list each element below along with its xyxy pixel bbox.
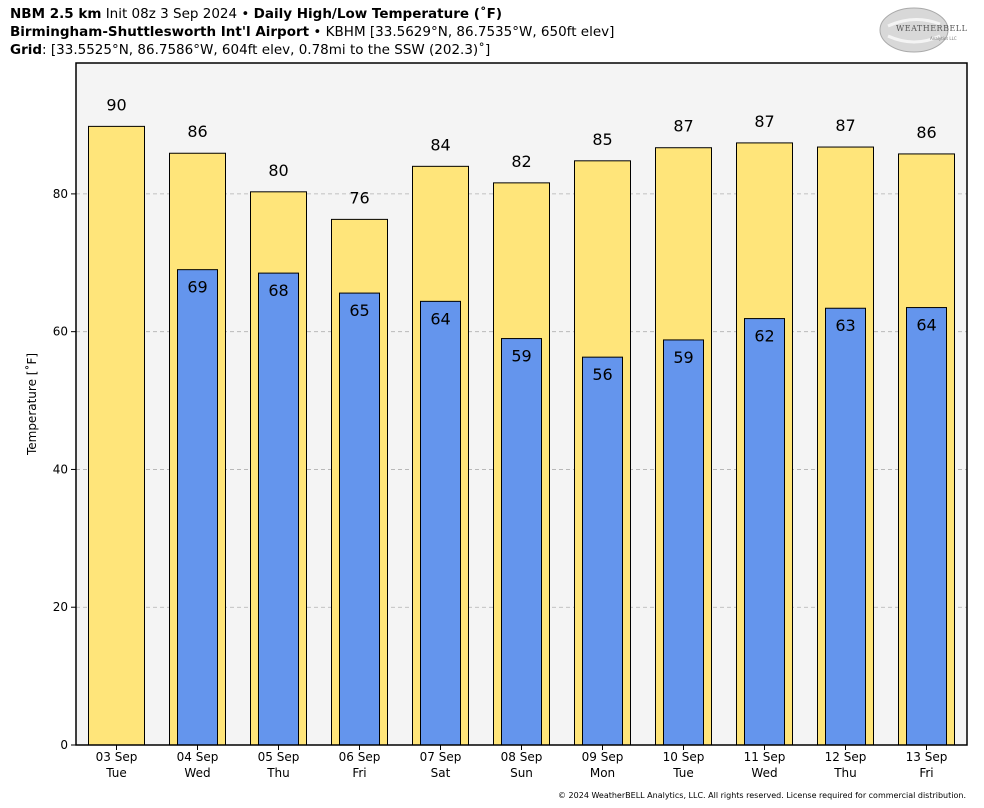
x-tick-label-date: 11 Sep xyxy=(744,750,786,764)
separator: • xyxy=(313,24,322,40)
low-temp-label: 56 xyxy=(592,365,612,384)
x-tick-label-date: 09 Sep xyxy=(582,750,624,764)
x-tick-label-day: Wed xyxy=(184,766,210,780)
low-temp-bar xyxy=(906,307,947,746)
high-temp-label: 86 xyxy=(916,123,936,142)
high-temp-label: 90 xyxy=(106,95,126,114)
low-temp-label: 69 xyxy=(187,278,207,297)
low-temp-label: 64 xyxy=(916,316,936,335)
low-temp-label: 59 xyxy=(673,348,693,367)
init-time: Init 08z 3 Sep 2024 xyxy=(105,6,238,22)
low-temp-bar xyxy=(501,338,542,746)
x-tick-label-day: Thu xyxy=(266,766,290,780)
high-temp-label: 84 xyxy=(430,135,450,154)
grid-details: : [33.5525°N, 86.7586°W, 604ft elev, 0.7… xyxy=(42,42,491,58)
y-tick-label: 80 xyxy=(53,187,68,201)
x-tick-label-date: 06 Sep xyxy=(339,750,381,764)
x-tick-label-date: 12 Sep xyxy=(825,750,867,764)
station-details: KBHM [33.5629°N, 86.7535°W, 650ft elev] xyxy=(325,24,615,40)
x-tick-label-day: Sat xyxy=(431,766,451,780)
low-temp-bar xyxy=(177,269,218,746)
separator: • xyxy=(241,6,250,22)
y-axis-label: Temperature [˚F] xyxy=(24,353,39,456)
x-tick-label-date: 04 Sep xyxy=(177,750,219,764)
x-tick-label-day: Thu xyxy=(833,766,857,780)
high-temp-bar xyxy=(88,125,145,746)
low-temp-label: 68 xyxy=(268,281,288,300)
logo-text: WEATHERBELL xyxy=(896,24,968,33)
high-temp-label: 80 xyxy=(268,161,288,180)
high-temp-label: 85 xyxy=(592,130,612,149)
y-tick-label: 20 xyxy=(53,600,68,614)
high-temp-label: 87 xyxy=(835,116,855,135)
low-temp-bar xyxy=(582,356,623,746)
high-temp-label: 76 xyxy=(349,188,369,207)
high-temp-label: 87 xyxy=(673,117,693,136)
low-temp-bar xyxy=(744,318,785,746)
low-temp-bar xyxy=(258,272,299,746)
x-tick-label-date: 07 Sep xyxy=(420,750,462,764)
x-tick-label-day: Fri xyxy=(919,766,933,780)
high-temp-label: 86 xyxy=(187,122,207,141)
high-temp-label: 87 xyxy=(754,112,774,131)
title-line-3: Grid: [33.5525°N, 86.7586°W, 604ft elev,… xyxy=(10,41,490,59)
low-temp-bar xyxy=(663,339,704,746)
x-tick-label-day: Tue xyxy=(105,766,127,780)
title-line-1: NBM 2.5 km Init 08z 3 Sep 2024 • Daily H… xyxy=(10,5,502,23)
low-temp-label: 64 xyxy=(430,309,450,328)
low-temp-label: 59 xyxy=(511,347,531,366)
x-tick-label-date: 08 Sep xyxy=(501,750,543,764)
high-temp-label: 82 xyxy=(511,152,531,171)
x-tick-label-date: 13 Sep xyxy=(906,750,948,764)
x-tick-label-date: 03 Sep xyxy=(96,750,138,764)
weatherbell-logo xyxy=(879,7,949,53)
y-tick-label: 40 xyxy=(53,462,68,476)
x-tick-label-day: Fri xyxy=(352,766,366,780)
model-name: NBM 2.5 km xyxy=(10,6,102,22)
x-tick-label-day: Sun xyxy=(510,766,533,780)
low-temp-bar xyxy=(339,292,380,746)
x-tick-label-day: Wed xyxy=(751,766,777,780)
product-name: Daily High/Low Temperature (˚F) xyxy=(253,6,503,22)
x-tick-label-date: 10 Sep xyxy=(663,750,705,764)
low-temp-bar xyxy=(420,300,461,746)
title-line-2: Birmingham-Shuttlesworth Int'l Airport •… xyxy=(10,23,614,41)
x-tick-label-day: Mon xyxy=(590,766,615,780)
logo-subtext: Analytics LLC xyxy=(930,36,957,41)
grid-label: Grid xyxy=(10,42,43,58)
low-temp-label: 65 xyxy=(349,301,369,320)
y-tick-label: 0 xyxy=(60,738,68,752)
low-temp-bar xyxy=(825,307,866,746)
low-temp-label: 63 xyxy=(835,316,855,335)
station-name: Birmingham-Shuttlesworth Int'l Airport xyxy=(10,24,310,40)
x-tick-label-day: Tue xyxy=(672,766,694,780)
copyright-notice: © 2024 WeatherBELL Analytics, LLC. All r… xyxy=(558,791,966,800)
low-temp-label: 62 xyxy=(754,327,774,346)
x-tick-label-date: 05 Sep xyxy=(258,750,300,764)
y-tick-label: 60 xyxy=(53,325,68,339)
